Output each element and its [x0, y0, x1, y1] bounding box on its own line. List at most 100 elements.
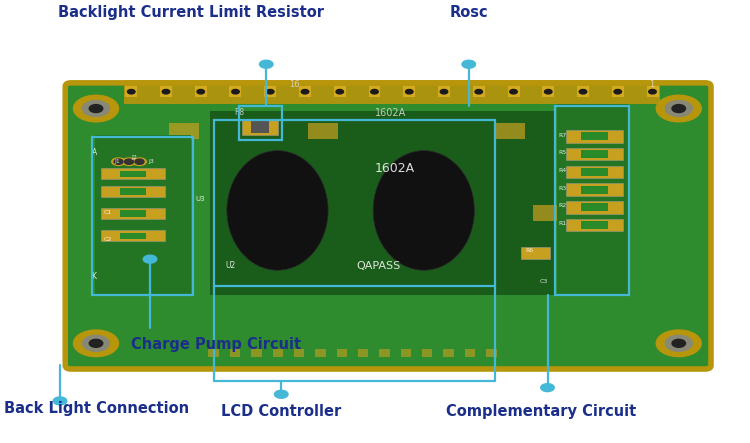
Text: J2: J2	[131, 155, 137, 160]
Bar	[230, 349, 240, 357]
Circle shape	[579, 89, 586, 94]
Text: Complementary Circuit: Complementary Circuit	[446, 404, 637, 419]
Bar	[101, 168, 165, 179]
Circle shape	[132, 157, 147, 166]
Text: J1: J1	[114, 159, 120, 164]
Circle shape	[544, 89, 552, 94]
Circle shape	[232, 89, 239, 94]
Bar	[542, 86, 554, 97]
Circle shape	[656, 330, 701, 357]
Bar	[581, 186, 608, 194]
Bar	[264, 86, 276, 97]
Text: K: K	[92, 272, 97, 281]
Bar	[555, 106, 628, 295]
Text: R4: R4	[558, 168, 566, 173]
Circle shape	[135, 159, 144, 164]
Circle shape	[74, 330, 118, 357]
Bar	[438, 86, 450, 97]
Text: C3: C3	[540, 279, 548, 284]
Bar	[368, 86, 380, 97]
Circle shape	[336, 89, 344, 94]
Bar	[443, 349, 454, 357]
Circle shape	[162, 89, 170, 94]
Bar	[581, 221, 608, 229]
Bar	[566, 148, 622, 160]
Circle shape	[143, 255, 157, 263]
Circle shape	[510, 89, 518, 94]
Bar	[315, 349, 326, 357]
Circle shape	[406, 89, 413, 94]
Bar	[334, 86, 346, 97]
Text: 16: 16	[289, 80, 299, 89]
Bar	[294, 349, 304, 357]
Circle shape	[440, 89, 448, 94]
Bar	[210, 111, 555, 295]
Circle shape	[89, 105, 103, 113]
Bar	[124, 80, 660, 104]
Bar	[120, 171, 146, 177]
Bar	[125, 86, 137, 97]
Bar	[209, 349, 219, 357]
Text: 1602A: 1602A	[375, 162, 416, 175]
Text: R5: R5	[558, 150, 566, 155]
Bar	[251, 121, 269, 133]
Circle shape	[672, 339, 686, 347]
Bar	[238, 106, 282, 140]
Text: A: A	[92, 148, 97, 157]
Bar	[380, 349, 390, 357]
Bar	[495, 123, 525, 139]
Text: U2: U2	[225, 261, 236, 270]
Circle shape	[82, 101, 110, 117]
Bar	[337, 349, 347, 357]
Circle shape	[89, 339, 103, 347]
Bar	[404, 86, 416, 97]
Bar	[566, 219, 622, 231]
Text: 1EDIT
CIRCUIT: 1EDIT CIRCUIT	[513, 160, 687, 239]
Bar	[581, 203, 608, 211]
Bar	[556, 104, 628, 295]
Text: Charge Pump Circuit: Charge Pump Circuit	[131, 337, 302, 352]
Circle shape	[122, 157, 136, 166]
Text: 1: 1	[649, 80, 654, 89]
Bar	[214, 120, 495, 286]
Bar	[358, 349, 368, 357]
Circle shape	[462, 60, 476, 68]
Bar	[101, 186, 165, 197]
Circle shape	[124, 159, 134, 164]
Bar	[566, 183, 622, 196]
Bar	[242, 119, 278, 135]
Bar	[120, 233, 146, 239]
Bar	[169, 123, 199, 139]
Text: R1: R1	[558, 221, 566, 226]
Bar	[101, 230, 165, 241]
Circle shape	[541, 384, 554, 392]
Bar	[508, 86, 520, 97]
Bar	[308, 123, 338, 139]
Bar	[566, 201, 622, 214]
Text: LCD Controller: LCD Controller	[221, 404, 341, 419]
Circle shape	[665, 335, 692, 351]
Text: R7: R7	[558, 132, 566, 138]
Bar	[400, 349, 411, 357]
Bar	[581, 150, 608, 158]
Circle shape	[656, 95, 701, 122]
Circle shape	[128, 89, 135, 94]
Bar	[577, 86, 589, 97]
Circle shape	[111, 157, 126, 166]
Circle shape	[197, 89, 205, 94]
Bar	[581, 132, 608, 140]
Text: J3: J3	[148, 159, 154, 164]
Text: QAPASS: QAPASS	[356, 261, 401, 271]
Circle shape	[302, 89, 309, 94]
Bar	[230, 86, 242, 97]
Text: R6: R6	[525, 248, 533, 253]
Circle shape	[370, 89, 378, 94]
Circle shape	[53, 397, 67, 405]
Bar	[465, 349, 476, 357]
Circle shape	[665, 101, 692, 117]
Text: C1: C1	[104, 210, 112, 215]
Bar	[532, 205, 562, 221]
Text: Back Light Connection: Back Light Connection	[4, 401, 189, 416]
FancyBboxPatch shape	[65, 83, 711, 369]
Text: Rosc: Rosc	[449, 5, 488, 20]
